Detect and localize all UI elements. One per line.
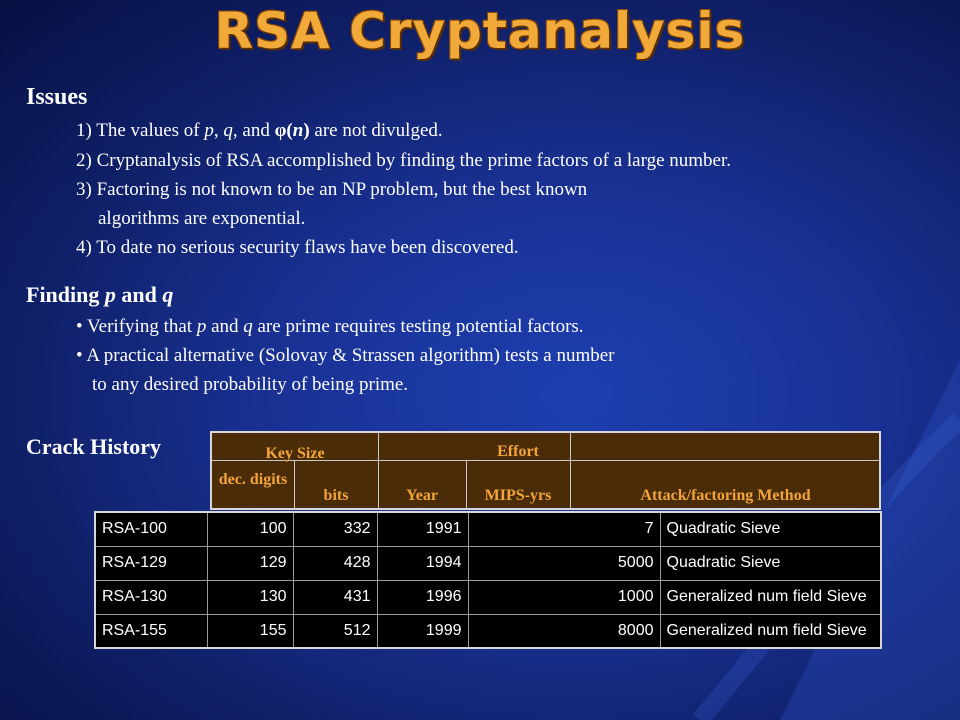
issues-heading: Issues <box>26 84 88 110</box>
cell-digits: 130 <box>206 579 294 615</box>
cell-name: RSA-129 <box>94 545 208 581</box>
finding-bullet-1: • Verifying that p and q are prime requi… <box>76 316 584 337</box>
table-row: RSA-100 100 332 1991 7 Quadratic Sieve <box>94 511 882 547</box>
header-bits: bits <box>323 487 349 504</box>
table-row: RSA-129 129 428 1994 5000 Quadratic Siev… <box>94 545 882 581</box>
cell-year: 1994 <box>376 545 469 581</box>
issue-3-line-2: algorithms are exponential. <box>98 208 306 229</box>
crack-history-table: RSA-100 100 332 1991 7 Quadratic Sieve R… <box>94 511 882 649</box>
cell-digits: 155 <box>206 613 294 649</box>
cell-bits: 428 <box>292 545 378 581</box>
cell-bits: 512 <box>292 613 378 649</box>
cell-digits: 129 <box>206 545 294 581</box>
issue-2: 2) Cryptanalysis of RSA accomplished by … <box>76 150 732 171</box>
crack-history-header: Key Size Effort dec. digits bits Year MI… <box>210 431 881 510</box>
finding-bullet-2-line-1: • A practical alternative (Solovay & Str… <box>76 345 615 366</box>
cell-method: Generalized num field Sieve <box>659 613 882 649</box>
cell-method: Quadratic Sieve <box>659 545 882 581</box>
cell-name: RSA-130 <box>94 579 208 615</box>
cell-mips: 1000 <box>467 579 661 615</box>
cell-mips: 8000 <box>467 613 661 649</box>
finding-bullet-2-line-2: to any desired probability of being prim… <box>92 374 409 395</box>
cell-digits: 100 <box>206 511 294 547</box>
finding-heading: Finding p and q <box>26 282 174 307</box>
slide-title: RSA Cryptanalysis <box>214 2 746 60</box>
header-method: Attack/factoring Method <box>640 487 811 504</box>
issue-4: 4) To date no serious security flaws hav… <box>76 237 519 258</box>
cell-mips: 5000 <box>467 545 661 581</box>
cell-year: 1991 <box>376 511 469 547</box>
cell-name: RSA-155 <box>94 613 208 649</box>
header-dec-digits: dec. digits <box>218 471 288 488</box>
cell-name: RSA-100 <box>94 511 208 547</box>
table-row: RSA-155 155 512 1999 8000 Generalized nu… <box>94 613 882 649</box>
cell-method: Quadratic Sieve <box>659 511 882 547</box>
cell-year: 1999 <box>376 613 469 649</box>
crack-history-heading: Crack History <box>26 434 162 459</box>
header-year: Year <box>406 487 438 504</box>
cell-mips: 7 <box>467 511 661 547</box>
cell-bits: 332 <box>292 511 378 547</box>
header-mips-yrs: MIPS-yrs <box>484 487 552 504</box>
table-row: RSA-130 130 431 1996 1000 Generalized nu… <box>94 579 882 615</box>
cell-bits: 431 <box>292 579 378 615</box>
issue-3-line-1: 3) Factoring is not known to be an NP pr… <box>76 179 588 200</box>
header-effort: Effort <box>497 443 539 460</box>
cell-method: Generalized num field Sieve <box>659 579 882 615</box>
cell-year: 1996 <box>376 579 469 615</box>
issue-1: 1) The values of p, q, and φ(n) are not … <box>76 120 443 141</box>
header-key-size: Key Size <box>265 445 325 462</box>
